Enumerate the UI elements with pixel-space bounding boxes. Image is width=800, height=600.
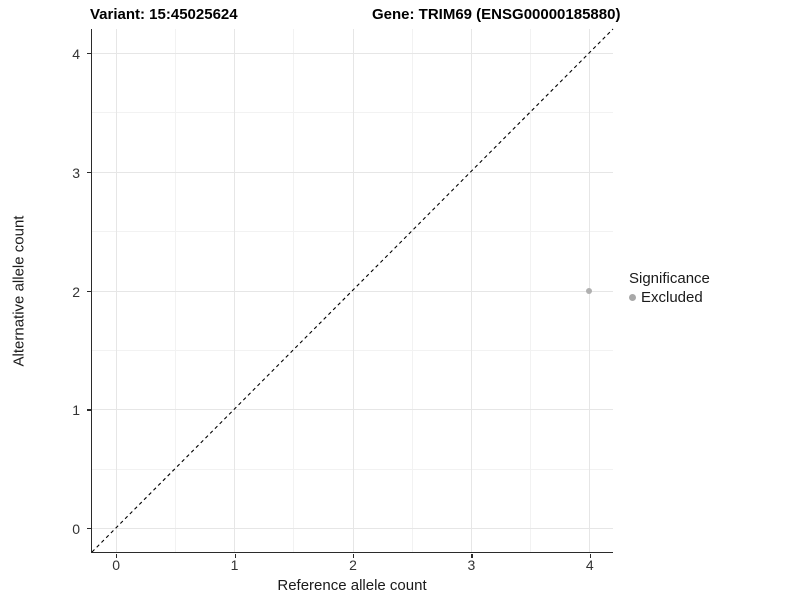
major-gridline-horizontal xyxy=(92,52,613,54)
y-tick-mark xyxy=(86,52,91,54)
x-tick-label: 2 xyxy=(349,557,357,573)
legend-title: Significance xyxy=(629,270,710,287)
x-tick-mark xyxy=(353,553,355,558)
y-tick-label: 1 xyxy=(72,402,80,419)
legend: Significance Excluded xyxy=(629,270,710,306)
y-tick-label: 0 xyxy=(72,521,80,538)
x-tick-label: 3 xyxy=(467,557,476,573)
legend-item-label: Excluded xyxy=(641,289,703,306)
plot-panel xyxy=(91,28,614,553)
major-gridline-horizontal xyxy=(92,171,613,173)
excluded-point-icon xyxy=(629,294,636,301)
identity-line xyxy=(91,28,614,553)
y-tick-label: 3 xyxy=(72,164,80,181)
x-tick-mark xyxy=(589,553,591,558)
data-point xyxy=(586,287,593,294)
plot-title-variant: Variant: 15:45025624 xyxy=(90,6,238,23)
legend-item-excluded: Excluded xyxy=(629,289,710,306)
x-tick-label: 4 xyxy=(585,557,594,573)
x-tick-label: 0 xyxy=(112,557,121,573)
x-axis-title: Reference allele count xyxy=(277,577,427,594)
y-tick-mark xyxy=(86,290,91,292)
y-tick-mark xyxy=(86,409,91,411)
plot-title-gene: Gene: TRIM69 (ENSG00000185880) xyxy=(372,6,621,23)
y-tick-mark xyxy=(86,528,91,530)
x-tick-mark xyxy=(234,553,236,558)
y-tick-label: 2 xyxy=(72,283,80,300)
major-gridline-vertical xyxy=(470,29,472,552)
x-tick-label: 1 xyxy=(230,557,239,573)
y-tick-label: 4 xyxy=(72,45,80,62)
x-tick-mark xyxy=(116,553,118,558)
x-tick-mark xyxy=(471,553,473,558)
y-tick-mark xyxy=(86,171,91,173)
